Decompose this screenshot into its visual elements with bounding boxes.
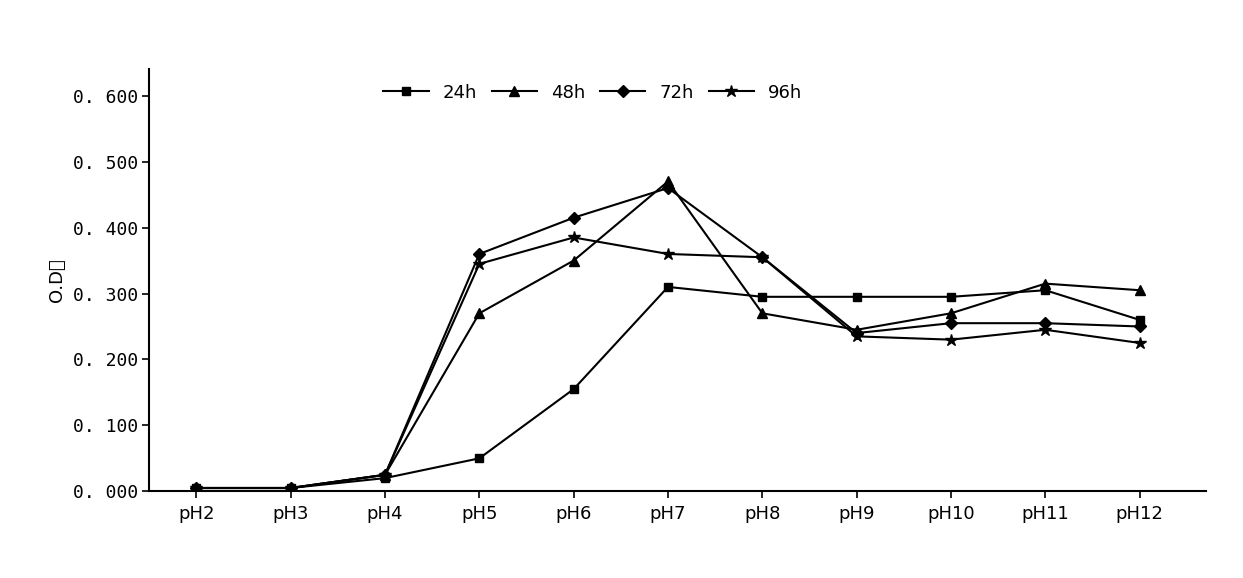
96h — [755, 254, 769, 261]
24h — [943, 294, 958, 301]
24h — [283, 484, 298, 491]
72h — [1132, 323, 1147, 330]
72h — [472, 250, 487, 257]
24h — [189, 484, 204, 491]
72h — [849, 329, 864, 336]
48h — [1132, 287, 1147, 294]
96h — [189, 484, 204, 491]
Legend: 24h, 48h, 72h, 96h: 24h, 48h, 72h, 96h — [378, 79, 808, 108]
24h — [567, 386, 582, 392]
48h — [189, 484, 204, 491]
48h — [283, 484, 298, 491]
72h — [755, 254, 769, 261]
48h — [472, 310, 487, 317]
96h — [472, 260, 487, 267]
24h — [755, 294, 769, 301]
24h — [1038, 287, 1053, 294]
96h — [567, 234, 582, 241]
Line: 96h: 96h — [190, 231, 1146, 494]
Line: 48h: 48h — [191, 176, 1145, 493]
Y-axis label: O.D值: O.D值 — [47, 258, 66, 302]
48h — [755, 310, 769, 317]
24h — [1132, 316, 1147, 323]
24h — [849, 294, 864, 301]
96h — [1038, 327, 1053, 334]
48h — [849, 327, 864, 334]
Line: 72h: 72h — [193, 184, 1144, 492]
24h — [378, 475, 393, 481]
48h — [567, 257, 582, 264]
96h — [1132, 339, 1147, 346]
72h — [1038, 320, 1053, 327]
24h — [472, 455, 487, 462]
72h — [189, 484, 204, 491]
96h — [378, 471, 393, 478]
48h — [943, 310, 958, 317]
96h — [660, 250, 675, 257]
24h — [660, 283, 675, 290]
48h — [1038, 280, 1053, 287]
72h — [943, 320, 958, 327]
72h — [378, 471, 393, 478]
96h — [943, 336, 958, 343]
48h — [378, 471, 393, 478]
72h — [660, 184, 675, 191]
48h — [660, 178, 675, 185]
Line: 24h: 24h — [193, 283, 1144, 492]
72h — [567, 214, 582, 221]
96h — [283, 484, 298, 491]
72h — [283, 484, 298, 491]
96h — [849, 333, 864, 340]
